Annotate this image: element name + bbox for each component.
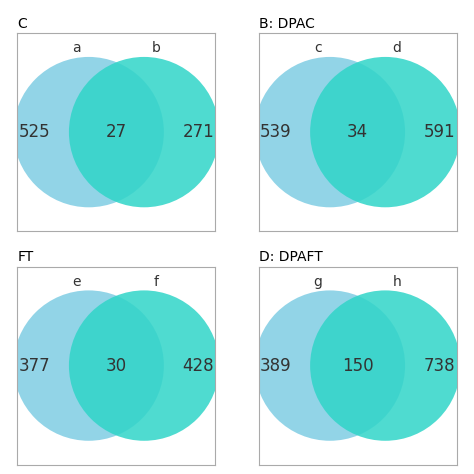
Circle shape xyxy=(14,57,164,207)
Text: h: h xyxy=(393,274,401,289)
Circle shape xyxy=(14,291,164,441)
Circle shape xyxy=(255,291,405,441)
Text: D: DPAFT: D: DPAFT xyxy=(259,250,322,264)
Circle shape xyxy=(310,57,460,207)
Text: FT: FT xyxy=(18,250,34,264)
Text: 738: 738 xyxy=(424,356,455,374)
Text: C: C xyxy=(18,17,27,31)
Text: b: b xyxy=(152,41,160,55)
Text: 525: 525 xyxy=(19,123,50,141)
Circle shape xyxy=(310,291,460,441)
Text: e: e xyxy=(73,274,81,289)
Text: 377: 377 xyxy=(19,356,50,374)
Text: 150: 150 xyxy=(342,356,374,374)
Text: B: DPAC: B: DPAC xyxy=(259,17,315,31)
Text: g: g xyxy=(314,274,322,289)
Text: 428: 428 xyxy=(182,356,214,374)
Circle shape xyxy=(69,291,219,441)
Text: 591: 591 xyxy=(424,123,455,141)
Text: 539: 539 xyxy=(260,123,292,141)
Text: d: d xyxy=(393,41,401,55)
Text: 389: 389 xyxy=(260,356,292,374)
Circle shape xyxy=(255,57,405,207)
Text: 27: 27 xyxy=(106,123,127,141)
Circle shape xyxy=(69,57,219,207)
Text: c: c xyxy=(314,41,322,55)
Text: a: a xyxy=(73,41,81,55)
Text: 271: 271 xyxy=(182,123,214,141)
Text: 34: 34 xyxy=(347,123,368,141)
Text: 30: 30 xyxy=(106,356,127,374)
Text: f: f xyxy=(154,274,158,289)
